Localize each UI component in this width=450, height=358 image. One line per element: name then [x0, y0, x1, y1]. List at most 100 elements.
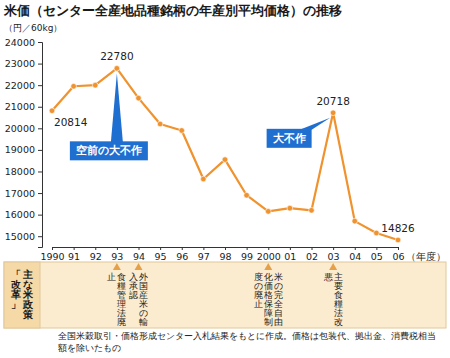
chart-title: 米価（センター全産地品種銘柄の年産別平均価格）の推移: [3, 3, 342, 18]
price-marker: [374, 230, 380, 236]
x-tick-mark: [333, 247, 334, 250]
x-tick-label: 03: [328, 251, 340, 262]
price-marker: [287, 205, 293, 211]
x-tick: 03: [328, 247, 340, 262]
y-tick-label: 18000: [5, 166, 35, 177]
x-tick-label: 01: [284, 251, 296, 262]
policy-band: 主な米政策「改革」 食糧管理法廃止外国産米の輸入承認 米の完全自由化価格保障制度の廃…: [4, 262, 446, 328]
value-label: 20718: [316, 95, 349, 107]
y-tick: 22000: [5, 80, 42, 91]
x-tick-label: 91: [68, 251, 80, 262]
y-tick: 23000: [5, 58, 42, 69]
x-tick-mark: [160, 247, 161, 250]
policy-arrow: [113, 263, 121, 270]
x-tick-mark: [355, 247, 356, 250]
y-tick-label: 16000: [5, 209, 35, 220]
price-marker: [309, 208, 315, 214]
callout-box: [70, 141, 148, 160]
y-tick-mark: [38, 215, 42, 216]
x-tick-mark: [203, 247, 204, 250]
x-tick: 91: [68, 247, 80, 262]
x-tick: 95: [155, 247, 167, 262]
y-tick: 21000: [5, 101, 42, 112]
y-tick-label: 15000: [5, 231, 35, 242]
policy-label: 食糧管理法廃止: [107, 272, 126, 327]
price-marker: [157, 121, 163, 127]
y-tick-label: 23000: [5, 58, 35, 69]
price-marker: [114, 66, 120, 72]
y-tick-mark: [38, 128, 42, 129]
y-tick-mark: [38, 107, 42, 108]
x-tick: 02: [306, 247, 318, 262]
y-tick: 24000: [5, 37, 42, 48]
y-tick-label: 17000: [5, 188, 35, 199]
x-tick-mark: [247, 247, 248, 250]
x-tick-label: 96: [176, 251, 188, 262]
price-marker: [71, 83, 77, 89]
callout-pointer: [300, 118, 331, 130]
y-tick-label: 22000: [5, 80, 35, 91]
x-tick-label: 97: [198, 251, 210, 262]
x-tick: 94: [133, 247, 145, 262]
x-tick: 01: [284, 247, 296, 262]
x-tick-label: 98: [219, 251, 231, 262]
policy-label: 米の完全自由化価格保障制度の廃止: [254, 272, 283, 327]
y-axis-title: （円／60kg）: [4, 23, 62, 33]
price-marker: [92, 82, 98, 88]
x-tick-label: 04: [349, 251, 361, 262]
y-tick: 16000: [5, 209, 42, 220]
price-marker: [179, 128, 185, 134]
x-tick-mark: [95, 247, 96, 250]
y-axis: 15000 16000 17000 18000 19000 20000 21000 22000…: [5, 37, 43, 248]
price-marker: [201, 176, 207, 182]
y-tick: 17000: [5, 188, 42, 199]
price-marker: [136, 95, 142, 101]
x-axis: 19909192939495969798992000010203040506: [40, 247, 404, 262]
x-tick-label: 94: [133, 251, 145, 262]
y-tick-mark: [38, 64, 42, 65]
policy-title-bg: [4, 262, 40, 328]
x-tick-mark: [376, 247, 377, 250]
x-tick: 92: [90, 247, 102, 262]
callout-label: 大不作: [273, 132, 306, 145]
policy-title: 主な米政策「改革」: [10, 269, 34, 320]
x-tick-label: 93: [111, 251, 123, 262]
x-tick-label: 1990: [40, 251, 64, 262]
x-axis-title: （年度）: [406, 251, 446, 262]
y-tick-mark: [38, 150, 42, 151]
y-tick: 20000: [5, 123, 42, 134]
x-tick-label: 06: [392, 251, 404, 262]
x-tick-mark: [74, 247, 75, 250]
price-marker: [222, 157, 228, 163]
x-tick-mark: [398, 247, 399, 250]
price-line: [52, 68, 398, 240]
callout: 空前の大不作: [70, 73, 148, 160]
y-tick: 18000: [5, 166, 42, 177]
value-labels: 20814227802071814826: [54, 50, 415, 234]
x-tick: 05: [371, 247, 383, 262]
y-tick-mark: [38, 42, 42, 43]
price-marker: [395, 237, 401, 243]
value-label: 22780: [100, 50, 133, 62]
x-tick-mark: [268, 247, 269, 250]
price-marker: [244, 192, 250, 198]
price-marker: [330, 110, 336, 116]
policy-label: 外国産米の輸入承認: [129, 272, 148, 327]
x-tick: 06: [392, 247, 404, 262]
x-tick-mark: [290, 247, 291, 250]
x-tick: 98: [219, 247, 231, 262]
annotations: 空前の大不作大不作: [70, 73, 330, 160]
x-tick: 2000: [257, 247, 281, 262]
callout-pointer: [111, 73, 123, 142]
x-tick-label: 05: [371, 251, 383, 262]
chart-svg: 米価（センター全産地品種銘柄の年産別平均価格）の推移（円／60kg）150001…: [0, 0, 450, 358]
policy-label: 主要食糧法改悪: [323, 272, 343, 327]
x-tick: 96: [176, 247, 188, 262]
value-label: 14826: [381, 222, 415, 234]
y-axis-line: [38, 43, 43, 248]
y-tick-label: 19000: [5, 144, 35, 155]
x-tick-mark: [117, 247, 118, 250]
policy-arrow: [264, 263, 272, 270]
x-tick: 97: [198, 247, 210, 262]
x-tick: 1990: [40, 247, 64, 262]
